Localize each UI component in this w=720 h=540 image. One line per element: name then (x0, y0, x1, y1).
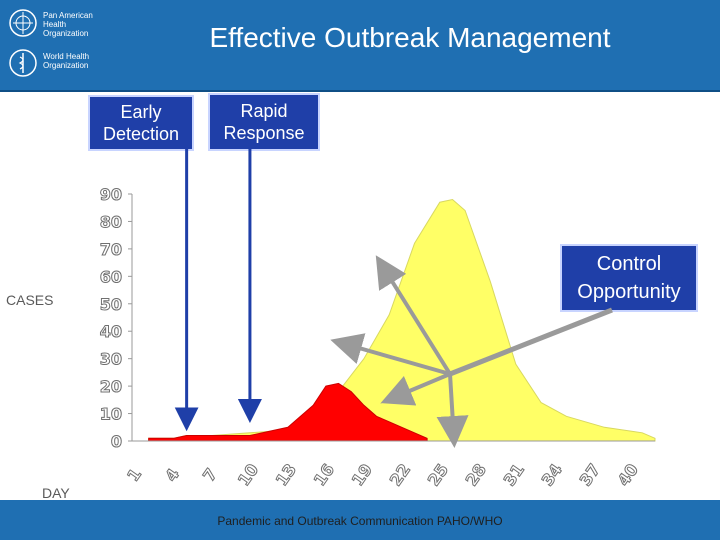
header-bar: Pan American Health Organization World H… (0, 0, 720, 92)
epidemic-curve-chart: 0 10 20 30 40 50 60 70 80 90 1 4 7 10 13 16 19 22 25 28 31 3… (99, 147, 656, 490)
footer-text: Pandemic and Outbreak Communication PAHO… (217, 514, 503, 528)
x-tick-label: 16 (310, 460, 338, 489)
control-opportunity-callout: Control Opportunity (560, 244, 698, 312)
y-tick-label: 30 (100, 350, 122, 369)
x-tick-label: 7 (199, 465, 221, 485)
who-name: World Health Organization (43, 52, 90, 70)
y-tick-label: 90 (100, 185, 122, 204)
y-tick-label: 0 (111, 432, 122, 451)
y-tick-label: 50 (100, 295, 122, 314)
control-opportunity-arrows (330, 255, 613, 448)
page-title: Effective Outbreak Management (209, 22, 611, 53)
who-logo-icon (9, 49, 37, 77)
x-tick-label: 25 (424, 460, 452, 489)
paho-logo-icon (9, 9, 37, 37)
x-tick-label: 13 (272, 460, 300, 489)
x-tick-label: 40 (614, 460, 642, 489)
y-tick-label: 20 (100, 377, 122, 396)
x-tick-label: 19 (348, 460, 376, 489)
x-tick-label: 22 (386, 460, 414, 489)
x-tick-label: 37 (576, 460, 604, 489)
y-tick-label: 80 (100, 212, 122, 231)
x-tick-label: 31 (500, 460, 528, 489)
y-tick-label: 70 (100, 240, 122, 259)
x-tick-label: 10 (234, 460, 262, 489)
x-tick-label: 28 (462, 460, 490, 489)
y-axis-label: CASES (6, 292, 54, 308)
x-axis-label: DAY (42, 485, 70, 501)
x-tick-label: 34 (538, 460, 566, 489)
y-tick-label: 10 (100, 405, 122, 424)
controlled-outbreak-area (148, 382, 428, 442)
rapid-response-callout: Rapid Response (208, 93, 320, 151)
y-tick-label: 40 (100, 322, 122, 341)
uncontrolled-outbreak-area (148, 198, 656, 442)
y-tick-label: 60 (100, 267, 122, 286)
footer-bar (0, 500, 720, 540)
paho-name: Pan American Health Organization (43, 11, 93, 38)
x-tick-label: 1 (123, 465, 145, 485)
x-tick-label: 4 (161, 465, 183, 485)
early-detection-callout: Early Detection (88, 95, 194, 151)
